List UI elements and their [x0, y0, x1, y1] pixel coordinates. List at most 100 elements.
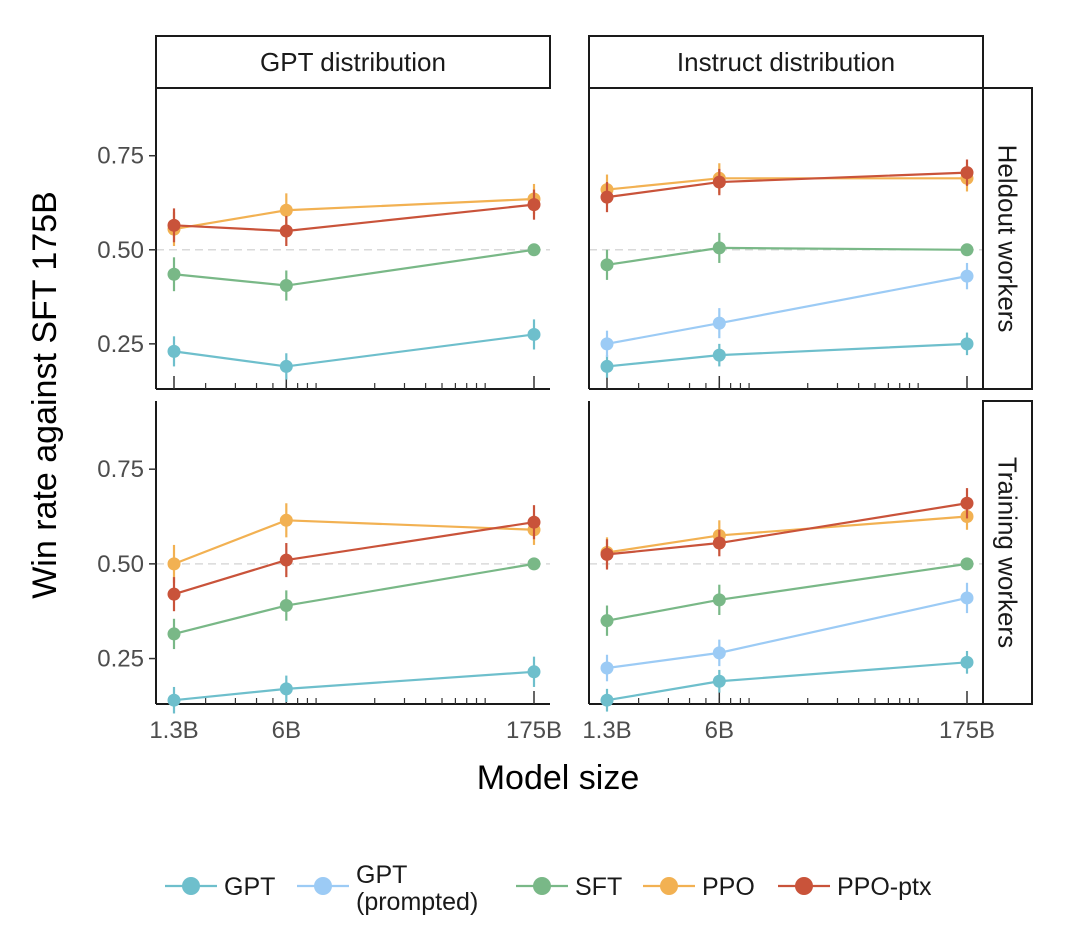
- data-point: [960, 655, 974, 669]
- series-sft: [600, 557, 974, 636]
- x-tick-label: 175B: [939, 717, 995, 744]
- y-tick-label: 0.25: [97, 331, 144, 358]
- legend-label: GPT (prompted): [356, 861, 478, 916]
- row-strip-label: Heldout workers: [993, 145, 1023, 333]
- series-line: [173, 521, 535, 596]
- data-point: [527, 557, 541, 571]
- legend-label: PPO: [702, 873, 755, 901]
- legend: GPT GPT (prompted)SFT PPO PPO-ptx: [165, 861, 932, 916]
- data-point: [279, 224, 293, 238]
- series-ppo: [600, 503, 974, 568]
- series-sft: [167, 557, 541, 650]
- data-point: [960, 269, 974, 283]
- data-point: [960, 337, 974, 351]
- data-series: [167, 159, 974, 714]
- series-line: [606, 596, 968, 670]
- y-tick-label: 0.50: [97, 551, 144, 578]
- legend-label-line: SFT: [575, 873, 622, 901]
- row-strip-label: Training workers: [993, 457, 1023, 648]
- legend-label: GPT: [224, 873, 275, 901]
- data-point: [712, 536, 726, 550]
- legend-key-marker: [182, 877, 200, 895]
- series-ppo-ptx: [167, 189, 541, 247]
- column-strip-instruct-distribution: [588, 35, 984, 89]
- series-line: [606, 515, 968, 554]
- y-tick-label: 0.50: [97, 237, 144, 264]
- x-tick-label: 6B: [705, 717, 734, 744]
- data-point: [527, 327, 541, 341]
- y-tick-label: 0.25: [97, 646, 144, 673]
- series-sft: [600, 232, 974, 280]
- data-point: [712, 674, 726, 688]
- series-line: [606, 502, 968, 556]
- legend-item-gpt-prompted: GPT (prompted): [297, 861, 478, 916]
- panel-training-workers-gpt-distribution: [167, 503, 541, 714]
- series-line: [173, 519, 535, 565]
- column-strip-label: GPT distribution: [260, 47, 446, 77]
- data-point: [279, 513, 293, 527]
- column-strip-label: Instruct distribution: [677, 47, 895, 77]
- data-point: [279, 279, 293, 293]
- x-tick-label: 6B: [272, 717, 301, 744]
- facet-strips: GPT distribution Instruct distribution Hel…: [155, 35, 1033, 705]
- data-point: [167, 557, 181, 571]
- legend-label-line: PPO: [702, 873, 755, 901]
- data-point: [527, 665, 541, 679]
- series-gpt-prompted: [600, 582, 974, 682]
- panel-heldout-workers-gpt-distribution: [167, 183, 541, 380]
- row-strip-training-workers: [982, 400, 1033, 705]
- legend-item-ppo: PPO: [643, 873, 755, 901]
- data-point: [167, 587, 181, 601]
- data-point: [167, 627, 181, 641]
- data-point: [167, 218, 181, 232]
- series-ppo-ptx: [600, 159, 974, 213]
- data-point: [527, 198, 541, 212]
- x-tick-label: 175B: [506, 717, 562, 744]
- legend-label-line: (prompted): [356, 888, 478, 916]
- legend-label-line: GPT: [224, 873, 275, 901]
- data-point: [600, 547, 614, 561]
- series-line: [173, 670, 535, 702]
- series-sft: [167, 243, 541, 301]
- data-point: [600, 359, 614, 373]
- panel-frames: [155, 88, 983, 705]
- y-axis-title: Win rate against SFT 175B: [26, 191, 64, 599]
- legend-item-ppo-ptx: PPO-ptx: [778, 873, 932, 901]
- series-gpt: [600, 332, 974, 378]
- legend-key-marker: [533, 877, 551, 895]
- panel-training-workers-instruct-distribution: [600, 488, 974, 712]
- data-point: [960, 166, 974, 180]
- data-point: [960, 496, 974, 510]
- series-ppo: [167, 503, 541, 583]
- legend-key-marker: [795, 877, 813, 895]
- data-point: [600, 190, 614, 204]
- data-point: [279, 359, 293, 373]
- panel-heldout-workers-instruct-distribution: [600, 159, 974, 378]
- data-point: [600, 614, 614, 628]
- y-tick-label: 0.75: [97, 143, 144, 170]
- x-axis-title: Model size: [477, 759, 640, 797]
- data-point: [960, 557, 974, 571]
- data-point: [600, 337, 614, 351]
- data-point: [167, 693, 181, 707]
- series-line: [173, 333, 535, 368]
- data-point: [279, 203, 293, 217]
- data-point: [527, 515, 541, 529]
- series-ppo: [167, 183, 541, 247]
- data-point: [960, 591, 974, 605]
- row-strip-heldout-workers: [982, 87, 1033, 390]
- series-line: [173, 562, 535, 635]
- series-line: [606, 661, 968, 702]
- data-point: [712, 593, 726, 607]
- series-gpt: [167, 319, 541, 380]
- legend-key-marker: [314, 877, 332, 895]
- series-ppo: [600, 163, 974, 205]
- data-point: [712, 348, 726, 362]
- data-point: [600, 258, 614, 272]
- data-point: [712, 316, 726, 330]
- legend-label: PPO-ptx: [837, 873, 932, 901]
- legend-label-line: GPT: [356, 861, 407, 889]
- series-ppo-ptx: [167, 505, 541, 612]
- series-gpt-prompted: [600, 262, 974, 358]
